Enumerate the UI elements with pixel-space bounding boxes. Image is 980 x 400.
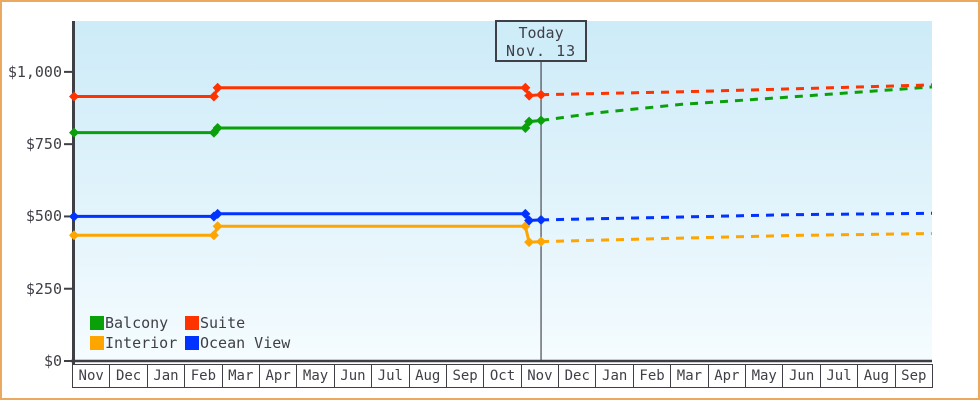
today-annotation: Today Nov. 13 [495,20,588,62]
x-axis-month-label: Mar [670,364,709,388]
data-point-marker [520,208,531,219]
data-point-marker [524,215,535,226]
y-axis-tick-label: $500 [25,207,62,226]
data-point-marker [208,230,219,241]
today-date: Nov. 13 [505,42,577,60]
x-axis-month-label: Mar [221,364,260,388]
data-point-marker [69,91,79,102]
chart-legend: Balcony Suite Interior Ocean View [90,313,290,353]
data-point-marker [536,214,547,225]
x-axis-month-label: Jun [782,364,821,388]
data-point-marker [208,91,219,102]
x-axis-month-label: May [296,364,335,388]
x-axis-month-label: Jul [819,364,859,388]
legend-item-ocean-view: Ocean View [185,333,290,353]
x-axis-month-label: Feb [184,364,223,388]
data-point-marker [212,208,223,219]
plot-area [74,21,932,361]
legend-label: Ocean View [200,334,291,352]
legend-item-suite: Suite [185,313,290,333]
series-forecast-balcony [540,85,933,122]
x-axis-month-label: Dec [109,364,148,388]
series-forecast-suite [541,83,933,97]
data-point-marker [524,116,535,127]
data-point-marker [69,230,79,241]
data-point-marker [208,127,219,138]
legend-swatch-icon [90,316,104,330]
data-point-marker [524,90,535,101]
y-axis-tick-label: $0 [43,352,62,370]
data-point-marker [536,236,547,247]
x-axis-month-label: Jun [333,364,373,388]
x-axis-month-label: Aug [408,364,447,388]
x-axis-month-label: Dec [558,364,597,388]
legend-item-balcony: Balcony [90,313,185,333]
legend-swatch-icon [90,336,104,350]
x-axis-month-labels: Nov Dec Jan Feb Mar Apr May Jun Jul Aug Sep Oct Nov D… [72,364,933,388]
x-axis-month-label: Jan [595,364,634,388]
data-point-marker [520,122,531,133]
data-point-marker [69,211,79,222]
x-axis-month-label: Sep [445,364,485,388]
x-axis-month-label: Jan [146,364,186,388]
x-axis-month-label: Oct [483,364,522,388]
series-forecast-ocean-view [541,211,933,222]
data-point-marker [69,127,79,138]
y-axis-tick-label: $1,000 [7,62,62,81]
x-axis-month-label: May [745,364,784,388]
legend-label: Balcony [105,314,169,332]
data-point-marker [524,237,535,248]
x-axis-month-label: Sep [894,364,933,388]
x-axis-month-label: Apr [258,364,298,388]
data-point-marker [536,115,547,126]
legend-swatch-icon [185,336,199,350]
x-axis-month-label: Nov [520,364,560,388]
x-axis-month-label: Apr [707,364,747,388]
series-forecast-interior [541,232,933,244]
data-point-marker [212,122,223,133]
data-point-marker [212,82,223,93]
legend-swatch-icon [185,316,199,330]
legend-label: Suite [200,314,246,332]
today-label: Today [518,24,564,42]
x-axis-month-label: Feb [632,364,672,388]
y-axis-tick-label: $750 [25,135,62,154]
data-point-marker [212,221,223,232]
legend-label: Interior [105,334,178,352]
x-axis-month-label: Aug [857,364,896,388]
x-axis-month-label: Nov [72,364,111,388]
x-axis-month-label: Jul [371,364,410,388]
data-point-marker [536,89,547,100]
y-axis-tick-label: $250 [25,279,62,298]
legend-item-interior: Interior [90,333,185,353]
data-point-marker [520,82,531,93]
